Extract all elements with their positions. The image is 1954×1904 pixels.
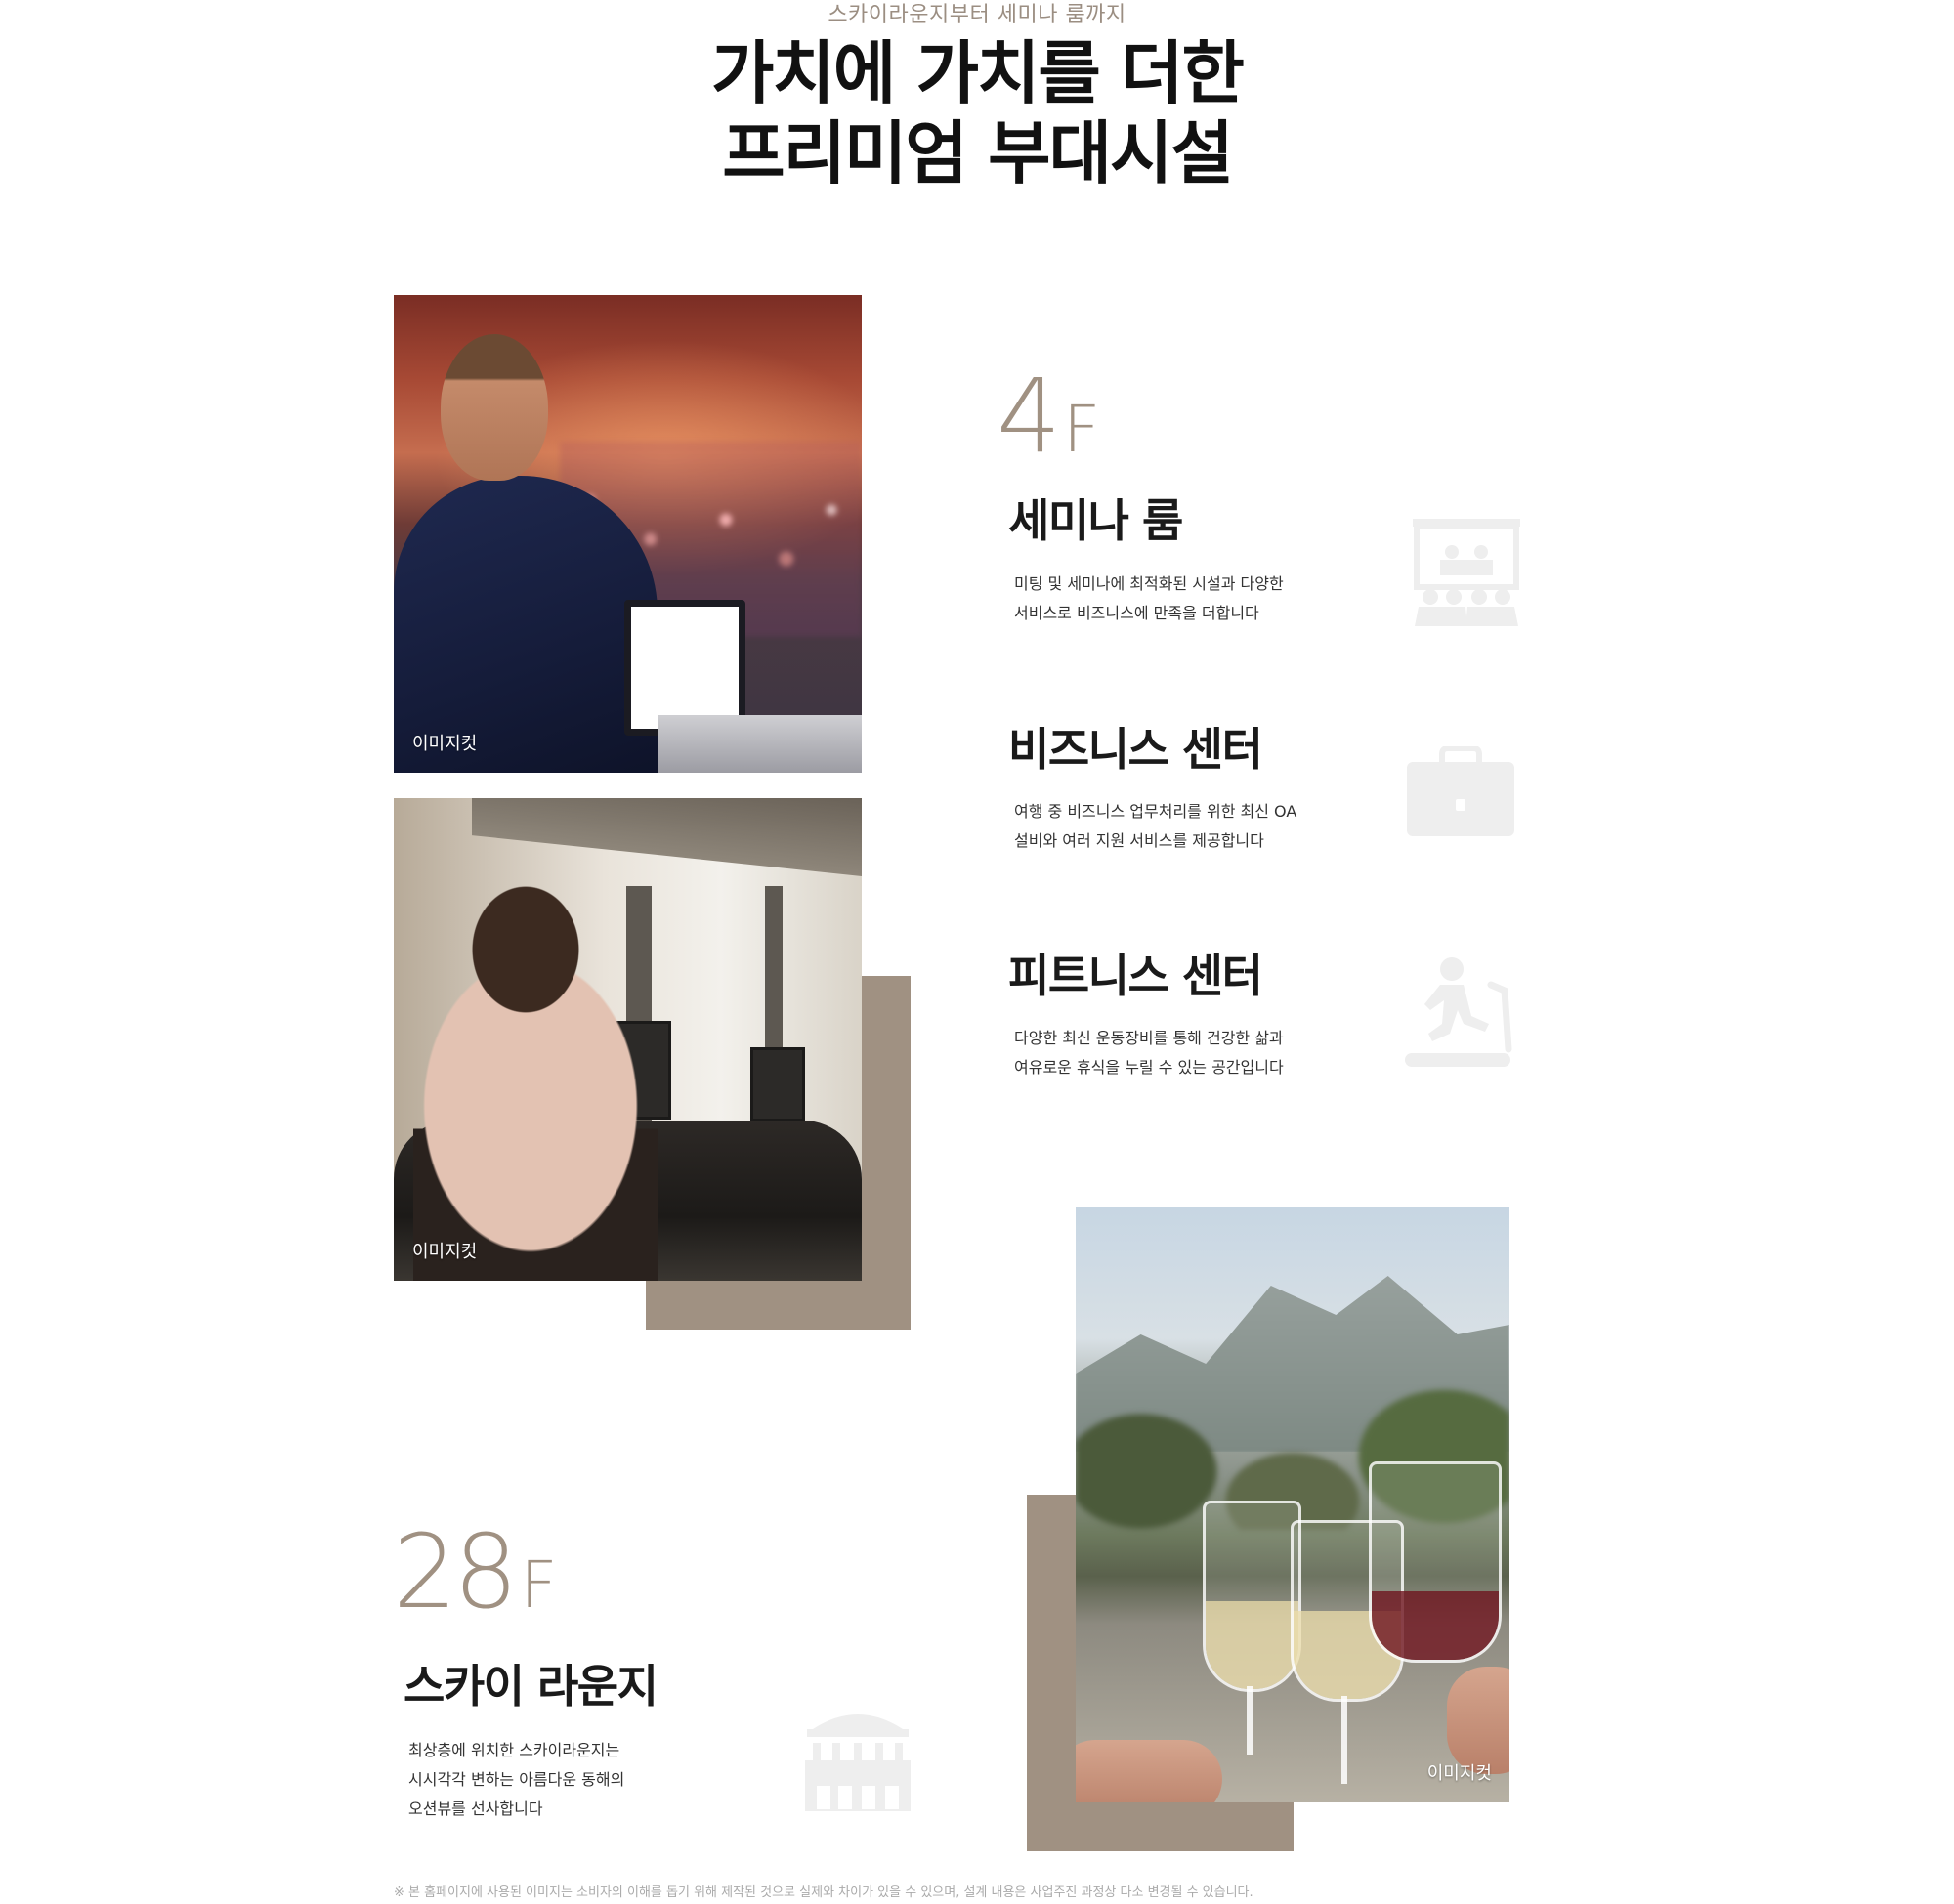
podium-desk <box>658 715 862 773</box>
briefcase-icon <box>1405 746 1516 838</box>
hand <box>1076 1740 1222 1802</box>
lounge-photo-caption: 이미지컷 <box>1426 1763 1492 1784</box>
seminar-room-icon <box>1411 517 1522 628</box>
treadmill-icon <box>1403 955 1514 1073</box>
hand <box>1447 1667 1509 1774</box>
glass-fill <box>1206 1601 1298 1689</box>
speaker-body <box>394 476 658 773</box>
seminar-photo: 이미지컷 <box>394 295 862 773</box>
desc-line: 오션뷰를 선사합니다 <box>408 1799 543 1818</box>
champagne-glass <box>1203 1501 1301 1692</box>
pavilion-icon <box>803 1708 913 1811</box>
feature-title-fitness: 피트니스 센터 <box>1008 950 1263 1002</box>
floor-number: 28 <box>393 1512 518 1631</box>
glass-fill <box>1372 1591 1499 1660</box>
champagne-glass <box>1291 1520 1404 1702</box>
disclaimer-footnote: ※ 본 홈페이지에 사용된 이미지는 소비자의 이해를 돕기 위해 제작된 것으… <box>394 1885 1253 1900</box>
floor-unit: F <box>1063 392 1101 467</box>
gym-ceiling <box>472 798 862 876</box>
feature-title-business: 비즈니스 센터 <box>1008 723 1263 776</box>
feature-desc-lounge: 최상층에 위치한 스카이라운지는 시시각각 변하는 아름다운 동해의 오션뷰를 … <box>408 1736 624 1824</box>
desc-line: 여행 중 비즈니스 업무처리를 위한 최신 OA <box>1014 802 1297 821</box>
lounge-photo: 이미지컷 <box>1076 1207 1509 1802</box>
speaker-head <box>441 334 548 481</box>
fitness-photo-caption: 이미지컷 <box>412 1242 478 1262</box>
section-headline: 가치에 가치를 더한 프리미엄 부대시설 <box>0 33 1954 193</box>
desc-line: 다양한 최신 운동장비를 통해 건강한 삶과 <box>1014 1029 1284 1047</box>
feature-desc-seminar: 미팅 및 세미나에 최적화된 시설과 다양한 서비스로 비즈니스에 만족을 더합… <box>1014 570 1284 628</box>
feature-title-lounge: 스카이 라운지 <box>404 1660 658 1713</box>
laptop <box>624 600 745 736</box>
desc-line: 미팅 및 세미나에 최적화된 시설과 다양한 <box>1014 574 1284 593</box>
runner <box>413 881 658 1281</box>
desc-line: 여유로운 휴식을 누릴 수 있는 공간입니다 <box>1014 1058 1284 1077</box>
glass-stem <box>1247 1686 1253 1755</box>
headline-line-1: 가치에 가치를 더한 <box>711 33 1245 113</box>
feature-title-seminar: 세미나 룸 <box>1008 494 1183 547</box>
glass-stem <box>1341 1696 1347 1784</box>
desc-line: 시시각각 변하는 아름다운 동해의 <box>408 1770 625 1789</box>
floor-number-4f: 4F <box>997 365 1100 481</box>
floor-unit: F <box>520 1547 558 1623</box>
desc-line: 서비스로 비즈니스에 만족을 더합니다 <box>1014 604 1259 622</box>
fitness-photo: 이미지컷 <box>394 798 862 1281</box>
section-eyebrow: 스카이라운지부터 세미나 룸까지 <box>828 3 1126 27</box>
desc-line: 설비와 여러 지원 서비스를 제공합니다 <box>1014 831 1264 850</box>
gym-tv <box>750 1047 805 1121</box>
floor-number: 4 <box>997 357 1061 476</box>
wine-glass <box>1369 1461 1502 1663</box>
feature-desc-fitness: 다양한 최신 운동장비를 통해 건강한 삶과 여유로운 휴식을 누릴 수 있는 … <box>1014 1024 1284 1082</box>
headline-line-2: 프리미엄 부대시설 <box>722 113 1234 193</box>
feature-desc-business: 여행 중 비즈니스 업무처리를 위한 최신 OA 설비와 여러 지원 서비스를 … <box>1014 797 1296 856</box>
floor-number-28f: 28F <box>393 1521 557 1636</box>
desc-line: 최상층에 위치한 스카이라운지는 <box>408 1741 620 1759</box>
seminar-photo-caption: 이미지컷 <box>412 734 478 754</box>
